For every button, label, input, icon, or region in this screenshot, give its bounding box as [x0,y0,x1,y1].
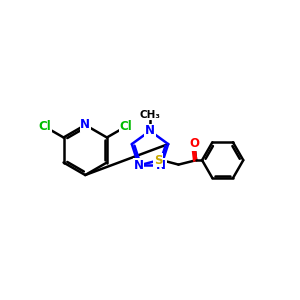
Text: CH₃: CH₃ [140,110,160,120]
Text: Cl: Cl [119,120,132,133]
Text: N: N [156,159,166,172]
Text: N: N [145,124,155,137]
Text: N: N [80,118,90,131]
Text: Cl: Cl [39,120,51,133]
Text: O: O [190,137,200,151]
Text: N: N [134,159,144,172]
Text: S: S [154,154,162,167]
